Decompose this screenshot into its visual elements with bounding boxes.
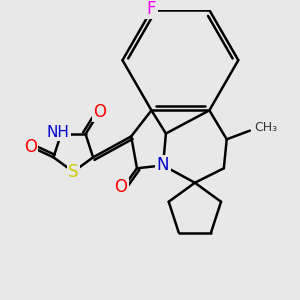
Text: O: O (115, 178, 128, 196)
Text: F: F (147, 0, 156, 18)
Text: O: O (94, 103, 106, 121)
Text: N: N (157, 156, 169, 174)
Text: CH₃: CH₃ (254, 121, 278, 134)
Text: S: S (68, 163, 79, 181)
Text: O: O (24, 138, 37, 156)
Text: NH: NH (47, 125, 70, 140)
